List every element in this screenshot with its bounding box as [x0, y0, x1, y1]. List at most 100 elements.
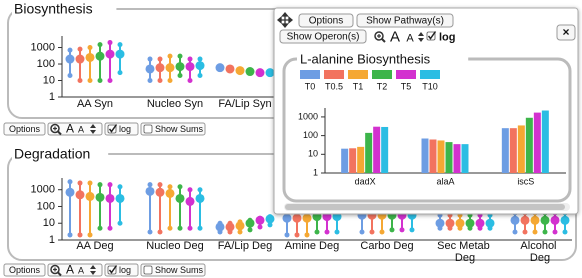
- median-dot: [175, 62, 185, 72]
- close-button[interactable]: [556, 24, 576, 41]
- median-dot: [95, 51, 105, 61]
- bar: [533, 112, 541, 173]
- pathway-button[interactable]: [356, 13, 454, 28]
- high-dot: [187, 187, 193, 193]
- high-dot: [77, 46, 83, 52]
- median-dot: [225, 222, 235, 232]
- size-icon: [90, 265, 96, 275]
- y-tick-label: 1: [49, 234, 55, 246]
- low-dot: [512, 229, 518, 235]
- options-label: Options: [9, 265, 41, 275]
- sums-group[interactable]: [140, 122, 206, 136]
- low-dot: [187, 78, 193, 84]
- low-dot: [67, 232, 73, 238]
- x-tick-label: dadX: [355, 176, 376, 186]
- median-dot: [115, 49, 125, 59]
- y-tick-label: 10: [43, 74, 55, 86]
- category-label: Sec Metab Deg: [437, 240, 493, 264]
- options-label: Options: [9, 124, 41, 134]
- median-dot: [65, 54, 75, 64]
- median-dot: [155, 63, 165, 73]
- font-small[interactable]: A: [78, 124, 84, 134]
- legend-label: T0: [305, 81, 316, 91]
- low-dot: [409, 227, 415, 233]
- category-label: Alcohol Deg: [520, 240, 559, 264]
- high-dot: [87, 45, 93, 51]
- font-small[interactable]: A: [406, 32, 414, 44]
- operon-button[interactable]: [279, 29, 367, 44]
- low-dot: [314, 229, 320, 235]
- y-tick-label: 1000: [31, 184, 55, 196]
- median-dot: [455, 218, 465, 228]
- font-large[interactable]: A: [390, 28, 400, 45]
- log-label: log: [119, 265, 131, 275]
- bar: [429, 139, 437, 173]
- bar: [501, 128, 509, 173]
- options-button[interactable]: [3, 122, 46, 136]
- category-label: Carbo Deg: [360, 240, 413, 252]
- median-dot: [282, 213, 292, 223]
- check-mark: [108, 124, 118, 133]
- median-dot: [265, 214, 275, 224]
- low-dot: [77, 78, 83, 84]
- zoom-icon: [381, 38, 386, 43]
- high-dot: [97, 42, 103, 48]
- sums-group[interactable]: [140, 263, 206, 277]
- bar: [381, 126, 389, 173]
- median-dot: [85, 191, 95, 201]
- legend-swatch: [372, 70, 392, 79]
- scrollbar-thumb[interactable]: [285, 204, 565, 210]
- zoom-icon: [50, 123, 60, 134]
- low-dot: [87, 78, 93, 84]
- low-dot: [147, 229, 153, 235]
- low-dot: [87, 232, 93, 238]
- high-dot: [167, 184, 173, 190]
- median-dot: [292, 213, 302, 223]
- font-group[interactable]: [47, 263, 103, 277]
- low-dot: [379, 229, 385, 235]
- low-dot: [107, 78, 113, 84]
- font-large[interactable]: A: [66, 122, 74, 136]
- low-dot: [117, 220, 123, 226]
- median-dot: [75, 54, 85, 64]
- legend-label: T0.5: [325, 81, 343, 91]
- bar: [365, 132, 373, 173]
- low-dot: [334, 229, 340, 235]
- close-label[interactable]: ×: [562, 25, 569, 39]
- high-dot: [117, 42, 123, 48]
- median-dot: [520, 215, 530, 225]
- high-dot: [177, 184, 183, 190]
- low-dot: [237, 229, 243, 235]
- bar: [349, 148, 357, 173]
- high-dot: [197, 187, 203, 193]
- y-tick-label: 100: [303, 130, 318, 140]
- median-dot: [145, 186, 155, 196]
- high-dot: [147, 56, 153, 62]
- font-large[interactable]: A: [66, 263, 74, 277]
- sums-label: Show Sums: [155, 124, 204, 134]
- legend-swatch: [420, 70, 440, 79]
- bar: [445, 142, 453, 173]
- median-dot: [235, 66, 245, 76]
- high-dot: [197, 56, 203, 62]
- font-group[interactable]: [47, 122, 103, 136]
- low-dot: [284, 232, 290, 238]
- category-label: FA/Lip Syn: [218, 98, 271, 110]
- options-button[interactable]: [3, 263, 46, 277]
- high-dot: [77, 180, 83, 186]
- low-dot: [177, 225, 183, 231]
- options-button[interactable]: [298, 13, 354, 28]
- legend-label: T1: [353, 81, 364, 91]
- low-dot: [197, 225, 203, 231]
- move-icon[interactable]: [276, 11, 294, 29]
- log-label: log: [439, 31, 456, 43]
- checkbox[interactable]: [143, 124, 153, 134]
- bar: [421, 138, 429, 173]
- median-dot: [215, 63, 225, 73]
- median-dot: [175, 193, 185, 203]
- checkbox[interactable]: [143, 265, 153, 275]
- font-small[interactable]: A: [78, 265, 84, 275]
- low-dot: [67, 73, 73, 79]
- high-dot: [67, 179, 73, 185]
